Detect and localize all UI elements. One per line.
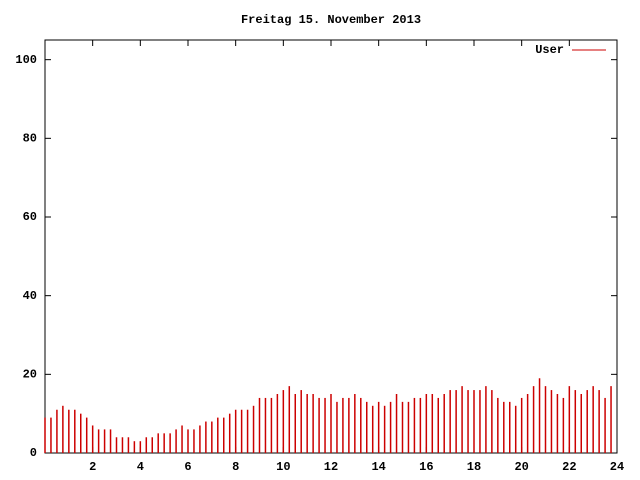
chart-title: Freitag 15. November 2013 [241, 13, 421, 27]
x-tick-label: 14 [371, 460, 385, 474]
plot-border [44, 39, 618, 454]
x-tick-label: 24 [610, 460, 624, 474]
x-tick-label: 22 [562, 460, 576, 474]
x-tick-label: 2 [89, 460, 96, 474]
y-tick-label: 0 [30, 446, 37, 460]
x-tick-label: 10 [276, 460, 290, 474]
x-tick-label: 18 [467, 460, 481, 474]
x-tick-label: 8 [232, 460, 239, 474]
x-tick-label: 12 [324, 460, 338, 474]
x-tick-label: 4 [137, 460, 144, 474]
y-tick-label: 40 [23, 289, 37, 303]
y-tick-label: 60 [23, 210, 37, 224]
x-tick-label: 20 [514, 460, 528, 474]
y-tick-label: 20 [23, 368, 37, 382]
x-tick-label: 6 [184, 460, 191, 474]
y-tick-label: 100 [15, 53, 37, 67]
x-tick-label: 16 [419, 460, 433, 474]
y-tick-label: 80 [23, 132, 37, 146]
legend-label: User [535, 43, 564, 57]
